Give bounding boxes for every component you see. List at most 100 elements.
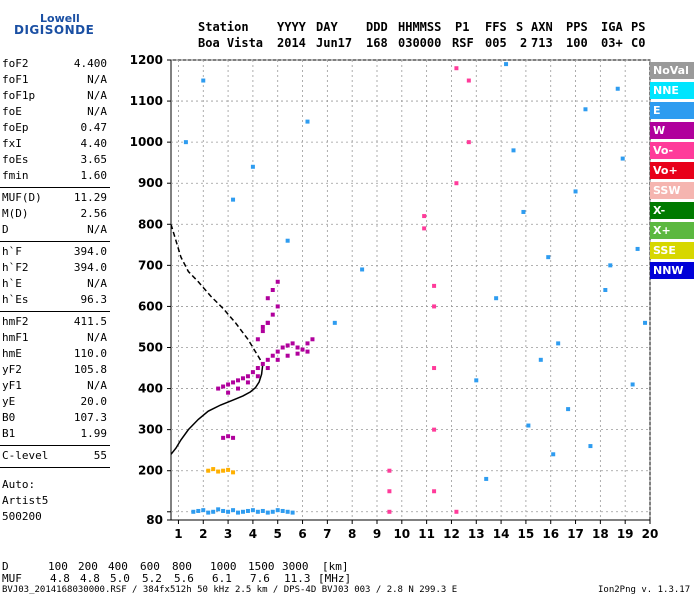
param-row: MUF(D) 11.29	[2, 191, 107, 207]
param-value: N/A	[87, 89, 107, 102]
param-label: yE	[2, 395, 16, 408]
y-tick-label: 1200	[130, 53, 163, 67]
legend-item-vo: Vo+	[650, 162, 694, 179]
spread-F-cloud-point	[245, 374, 250, 379]
x-tick-label: 19	[617, 527, 634, 541]
E-low-point	[231, 470, 236, 475]
spread-F-cloud-point	[290, 341, 295, 346]
Es-layer-point	[290, 510, 295, 515]
legend-item-nnw: NNW	[650, 262, 694, 279]
noise-point	[494, 296, 499, 301]
noise-point	[250, 164, 255, 169]
spread-F-cloud-point	[226, 390, 231, 395]
E-low-point	[211, 467, 216, 472]
param-label: foF1p	[2, 89, 36, 102]
Es-layer-point	[191, 509, 196, 514]
param-row: B1 1.99	[2, 427, 107, 443]
spread-F-cloud-point	[216, 386, 221, 391]
param-row: yF2 105.8	[2, 363, 107, 379]
interference-lines-point	[454, 509, 459, 514]
param-label: h`E	[2, 277, 22, 290]
param-value: 55	[93, 449, 107, 462]
param-row: hmF1 N/A	[2, 331, 107, 347]
Es-layer-point	[250, 508, 255, 513]
param-label: MUF(D)	[2, 191, 42, 204]
muf-distance-value: 600	[140, 560, 160, 573]
noise-point	[360, 267, 365, 272]
x-tick-label: 1	[174, 527, 182, 541]
param-value: 394.0	[73, 261, 107, 274]
param-label: M(D)	[2, 207, 29, 220]
param-label: fmin	[2, 169, 29, 182]
param-value: 4.40	[80, 137, 108, 150]
legend-item-x: X-	[650, 202, 694, 219]
header-value-6: 005	[485, 36, 507, 50]
param-row: h`Es 96.3	[2, 293, 107, 309]
param-row: yF1 N/A	[2, 379, 107, 395]
Es-layer-point	[201, 508, 206, 513]
legend-item-sse: SSE	[650, 242, 694, 259]
param-label: h`F2	[2, 261, 29, 274]
header-label-8: AXN	[531, 20, 553, 34]
noise-point	[546, 255, 551, 260]
param-row: h`F2 394.0	[2, 261, 107, 277]
muf-distance-value: 100	[48, 560, 68, 573]
spread-F-cloud-point	[250, 370, 255, 375]
spread-F-cloud-point	[260, 361, 265, 366]
param-value: 4.400	[73, 57, 107, 70]
noise-point	[285, 238, 290, 243]
noise-point	[201, 78, 206, 83]
legend-item-e: E	[650, 102, 694, 119]
spread-F-cloud-point	[265, 320, 270, 325]
noise-point	[231, 197, 236, 202]
param-label: foE	[2, 105, 22, 118]
y-tick-label: 80	[146, 513, 163, 527]
param-value: 1.99	[80, 427, 108, 440]
spread-F-cloud-point	[255, 374, 260, 379]
Es-layer-point	[270, 509, 275, 514]
noise-point	[620, 156, 625, 161]
param-value: N/A	[87, 277, 107, 290]
E-mid-point	[231, 435, 236, 440]
param-value: N/A	[87, 73, 107, 86]
spread-F-cloud-point	[260, 324, 265, 329]
E-low-point	[206, 468, 211, 473]
x-tick-label: 8	[348, 527, 356, 541]
header-value-9: 100	[566, 36, 588, 50]
param-row: foF1 N/A	[2, 73, 107, 89]
param-value: 3.65	[80, 153, 108, 166]
param-separator	[0, 241, 110, 242]
y-tick-label: 900	[138, 176, 163, 190]
muf-value: 5.6	[174, 572, 194, 585]
x-tick-label: 5	[274, 527, 282, 541]
noise-point	[484, 476, 489, 481]
interference-lines-point	[466, 140, 471, 145]
param-label: C-level	[2, 449, 49, 462]
Es-layer-point	[280, 508, 285, 513]
header-value-10: 03+	[601, 36, 623, 50]
interference-lines-point	[387, 489, 392, 494]
trace-solid-line	[170, 363, 264, 455]
param-value: 1.60	[80, 169, 108, 182]
param-value: 411.5	[73, 315, 107, 328]
param-label: yF1	[2, 379, 22, 392]
param-row: D N/A	[2, 223, 107, 239]
param-row: foF1p N/A	[2, 89, 107, 105]
x-tick-label: 12	[443, 527, 460, 541]
noise-point	[504, 62, 509, 67]
Es-layer-point	[221, 508, 226, 513]
muf-value: 4.8	[80, 572, 100, 585]
muf-value: 11.3	[284, 572, 311, 585]
x-tick-label: 2	[199, 527, 207, 541]
noise-point	[474, 378, 479, 383]
interference-lines-point	[422, 226, 427, 231]
x-tick-label: 13	[468, 527, 485, 541]
noise-point	[583, 107, 588, 112]
spread-F-cloud-point	[300, 347, 305, 352]
y-tick-label: 700	[138, 258, 163, 272]
muf-distance-value: 800	[172, 560, 192, 573]
interference-lines-point	[466, 78, 471, 83]
Es-layer-point	[260, 508, 265, 513]
y-tick-label: 600	[138, 299, 163, 313]
Es-layer-point	[206, 510, 211, 515]
